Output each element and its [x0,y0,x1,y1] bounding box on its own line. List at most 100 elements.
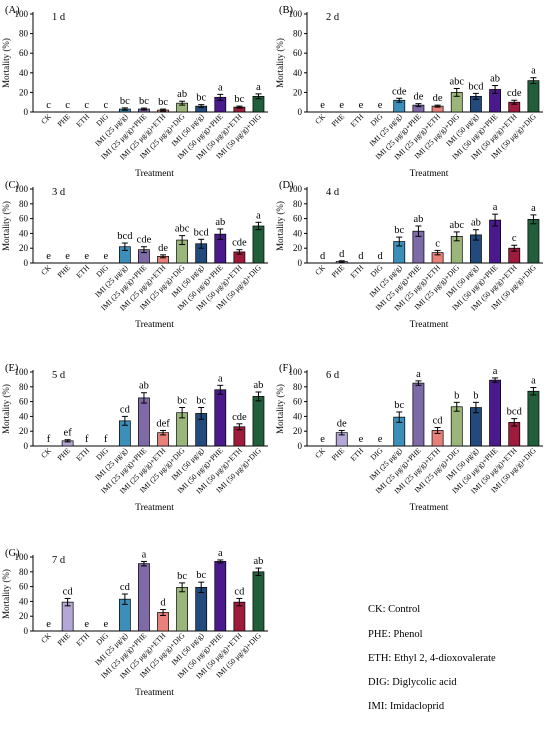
day-label: 3 d [52,187,66,198]
significance-letter: ab [177,89,187,100]
bar [61,601,74,632]
x-axis-label: Treatment [410,503,449,513]
bar [214,389,227,447]
category-label: ETH [74,263,91,280]
y-tick-label: 80 [19,382,29,392]
significance-letter: e [46,251,51,262]
significance-letter: ab [215,217,225,228]
significance-letter: d [377,251,383,262]
y-tick-label: 60 [19,48,29,58]
significance-letter: bcd [194,227,210,238]
significance-letter: cde [232,238,247,249]
significance-letter: bc [394,400,404,411]
y-tick-label: 40 [19,411,29,421]
y-tick-label: 0 [298,258,303,268]
significance-letter: a [256,82,261,93]
x-axis-label: Treatment [410,169,449,179]
legend-item-phe: PHE: Phenol [368,629,423,640]
significance-letter: bc [139,96,149,107]
significance-letter: bcd [468,81,484,92]
y-axis-label: Mortality (%) [1,201,11,251]
significance-letter: ab [253,556,263,567]
bar [233,601,246,632]
significance-letter: e [103,619,108,630]
significance-letter: cde [232,412,247,423]
bar [527,390,540,447]
significance-letter: ab [139,381,149,392]
x-axis-label: Treatment [135,688,174,698]
significance-letter: f [85,434,89,445]
significance-letter: a [218,548,223,559]
y-tick-label: 60 [19,397,29,407]
significance-letter: cd [234,586,245,597]
significance-letter: e [359,434,364,445]
significance-letter: a [531,376,536,387]
significance-letter: a [493,202,498,213]
significance-letter: e [65,251,70,262]
category-label: ETH [74,631,91,648]
significance-letter: d [320,251,326,262]
y-tick-label: 20 [293,426,303,436]
y-tick-label: 80 [293,382,303,392]
significance-letter: d [160,598,166,609]
bar [252,225,265,264]
significance-letter: cd [63,586,74,597]
category-label: CK [39,631,53,645]
y-tick-label: 0 [24,626,29,636]
y-tick-label: 20 [19,426,29,436]
legend-item-eth: ETH: Ethyl 2, 4-dioxovalerate [368,653,496,664]
y-axis-label: Mortality (%) [1,384,11,434]
significance-letter: f [104,434,108,445]
legend-item-imi: IMI: Imidacloprid [368,701,445,712]
y-tick-label: 20 [19,87,29,97]
y-axis-label: Mortality (%) [1,569,11,619]
x-axis-label: Treatment [135,169,174,179]
significance-letter: cd [433,416,444,427]
significance-letter: a [416,369,421,380]
panel-label: (A) [5,5,20,16]
bar [450,406,463,447]
significance-letter: e [359,100,364,111]
significance-letter: c [435,238,440,249]
x-axis-label: Treatment [135,503,174,513]
significance-letter: cde [507,88,522,99]
significance-letter: e [378,434,383,445]
day-label: 2 d [326,12,340,23]
significance-letter: bc [394,225,404,236]
y-tick-label: 100 [289,184,303,194]
significance-letter: bc [196,93,206,104]
legend-item-dig: DIG: Diglycolic acid [368,677,457,688]
y-tick-label: 60 [19,582,29,592]
significance-letter: e [320,434,325,445]
x-axis-label: Treatment [135,320,174,330]
bar [214,561,227,632]
significance-letter: cd [120,582,131,593]
y-tick-label: 40 [293,228,303,238]
y-tick-label: 0 [298,441,303,451]
y-tick-label: 80 [293,199,303,209]
bar [489,219,501,264]
y-tick-label: 80 [293,29,303,39]
significance-letter: bc [177,396,187,407]
significance-letter: bc [196,570,206,581]
significance-letter: de [337,418,347,429]
day-label: 1 d [52,12,66,23]
y-tick-label: 80 [19,199,29,209]
significance-letter: b [454,390,459,401]
significance-letter: a [218,373,223,384]
y-tick-label: 60 [19,214,29,224]
significance-letter: abc [449,220,464,231]
y-axis-label: Mortality (%) [275,384,285,434]
category-label: ETH [74,112,91,129]
significance-letter: de [413,92,423,103]
panel-label: (D) [279,180,294,191]
category-label: PHE [56,446,73,463]
